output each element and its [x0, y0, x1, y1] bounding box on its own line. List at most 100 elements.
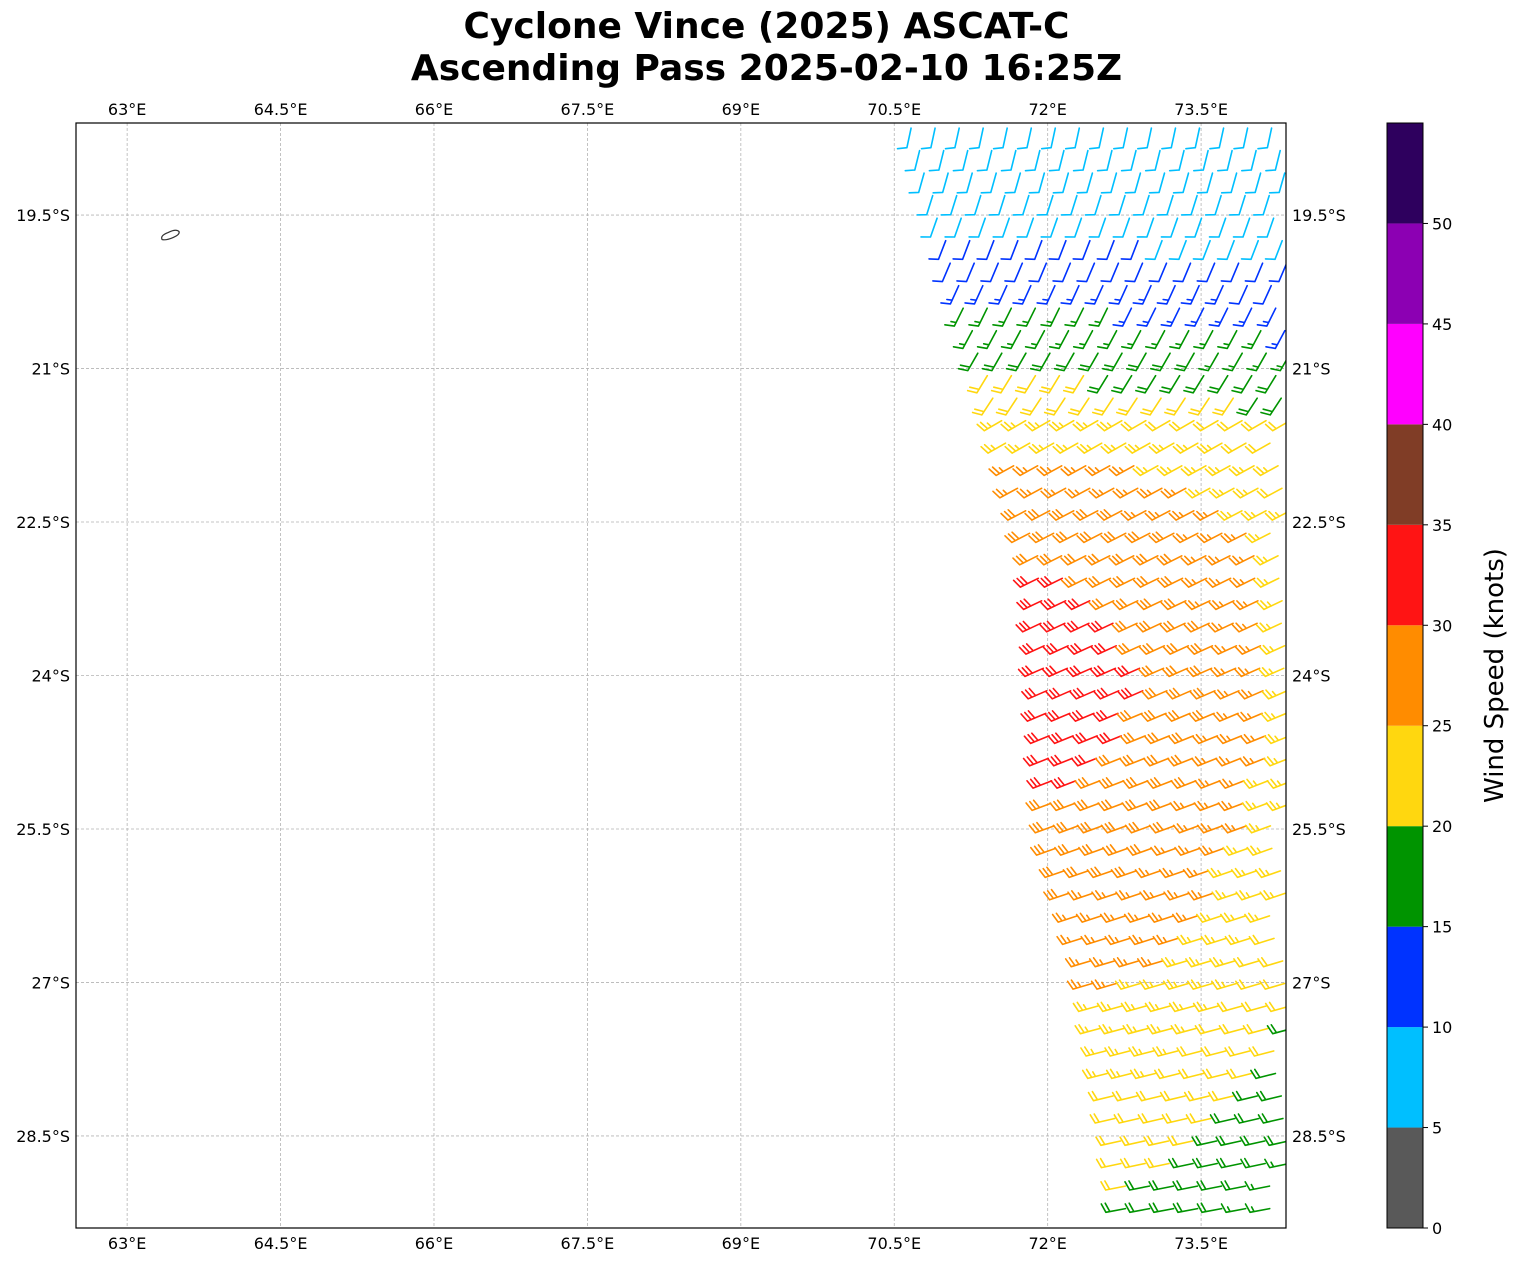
wind-barb: [1016, 307, 1037, 327]
wind-barb: [1067, 890, 1094, 901]
wind-barb: [1156, 284, 1176, 305]
wind-barb: [940, 284, 960, 305]
lon-tick-label-bottom: 70.5°E: [867, 1234, 921, 1253]
wind-barb: [1240, 239, 1259, 261]
wind-barb: [1113, 1113, 1140, 1124]
wind-barb: [1184, 307, 1205, 327]
colorbar-tick-label: 25: [1432, 717, 1452, 736]
wind-barb: [1209, 1113, 1236, 1124]
wind-barb: [1259, 979, 1286, 990]
colorbar-tick-label: 5: [1432, 1119, 1442, 1138]
wind-barb: [1268, 172, 1286, 194]
wind-barb: [1235, 979, 1262, 990]
wind-barb: [1088, 127, 1105, 150]
wind-barb: [1146, 777, 1173, 789]
wind-barb: [1064, 957, 1092, 968]
wind-barb: [1242, 1024, 1269, 1035]
wind-barb: [1260, 397, 1282, 416]
wind-barb: [1042, 643, 1069, 655]
lat-tick-label-left: 27°S: [31, 973, 70, 992]
lon-tick-label-top: 69°E: [722, 100, 760, 119]
wind-barb: [1104, 1046, 1131, 1057]
wind-barb: [1113, 957, 1140, 968]
wind-barb: [1162, 979, 1190, 990]
wind-barb: [1099, 912, 1127, 923]
wind-barb: [1240, 510, 1267, 521]
lat-tick-label-right: 19.5°S: [1292, 206, 1346, 225]
wind-barb: [1189, 687, 1216, 700]
wind-barb: [1064, 307, 1085, 327]
wind-barb: [1004, 442, 1031, 454]
wind-barb: [1043, 888, 1070, 901]
wind-barb: [1138, 643, 1166, 655]
wind-barb: [1216, 1157, 1242, 1169]
wind-barb: [1172, 912, 1199, 923]
wind-barb: [1040, 487, 1067, 499]
wind-barb: [1048, 149, 1065, 172]
wind-barb: [1196, 823, 1224, 834]
wind-barb: [1048, 329, 1070, 350]
wind-barb: [1052, 172, 1070, 194]
wind-barb: [1152, 934, 1179, 946]
wind-barb: [1092, 710, 1119, 722]
wind-barb: [1111, 1090, 1138, 1102]
wind-barb: [1216, 510, 1243, 521]
wind-barb: [1239, 1135, 1266, 1147]
wind-barb: [1164, 710, 1191, 722]
wind-barb: [1060, 194, 1078, 216]
wind-barb: [1144, 419, 1171, 432]
wind-barb: [1143, 754, 1170, 767]
wind-barb: [1052, 531, 1079, 544]
wind-barb: [1193, 149, 1209, 172]
wind-barb: [1242, 778, 1269, 789]
wind-barb: [1246, 352, 1267, 372]
lon-tick-label-bottom: 66°E: [415, 1234, 453, 1253]
wind-barb: [1000, 149, 1017, 172]
wind-barb: [1087, 1090, 1114, 1102]
lat-tick-label-left: 24°S: [31, 667, 70, 686]
wind-barb: [1100, 821, 1127, 834]
colorbar-segment: [1387, 1127, 1423, 1228]
wind-barb: [1228, 465, 1255, 477]
colorbar-segment: [1387, 725, 1423, 827]
wind-barb: [1112, 307, 1133, 327]
wind-barb: [1115, 890, 1142, 901]
wind-barb: [1036, 465, 1063, 477]
wind-barb: [1167, 754, 1194, 767]
wind-barb: [1098, 1024, 1125, 1035]
wind-barb: [1148, 262, 1168, 283]
wind-barb: [1120, 239, 1139, 261]
wind-barb: [1228, 555, 1255, 566]
wind-barb: [1133, 576, 1160, 588]
wind-barb: [1116, 397, 1138, 416]
wind-barb: [1186, 643, 1214, 655]
wind-barb: [971, 397, 994, 416]
wind-barb: [1146, 1024, 1173, 1035]
wind-barb: [1051, 912, 1078, 923]
wind-barb: [1028, 172, 1046, 194]
wind-barb: [1044, 710, 1071, 722]
wind-barb: [1183, 1090, 1210, 1102]
wind-barb: [990, 374, 1013, 394]
wind-barb: [976, 149, 993, 172]
wind-barb: [1232, 307, 1253, 327]
wind-barb: [1231, 374, 1253, 394]
wind-barb: [1148, 1202, 1175, 1214]
wind-barb: [1116, 710, 1143, 722]
wind-barb: [1017, 665, 1045, 678]
wind-barb: [1216, 239, 1235, 261]
lon-tick-label-top: 66°E: [415, 100, 453, 119]
wind-barb: [1265, 800, 1286, 812]
lat-tick-label-left: 25.5°S: [16, 820, 70, 839]
wind-barb: [1261, 689, 1286, 700]
wind-barb: [1220, 532, 1247, 544]
wind-barb: [1084, 194, 1102, 216]
wind-barb: [1145, 799, 1172, 812]
wind-barb: [1220, 1180, 1247, 1191]
wind-barb: [957, 352, 979, 372]
wind-barb: [1257, 127, 1273, 150]
wind-barb: [1192, 1157, 1218, 1169]
wind-barb: [1088, 307, 1109, 327]
wind-barb: [1150, 352, 1171, 372]
wind-barb: [1120, 1001, 1147, 1013]
